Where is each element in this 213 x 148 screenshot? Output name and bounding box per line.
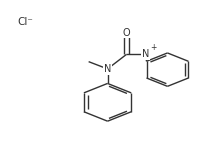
Text: N: N [104,64,111,74]
Text: O: O [123,28,130,38]
Text: +: + [150,43,157,52]
Text: N: N [142,49,149,59]
Text: Cl⁻: Cl⁻ [18,17,33,27]
